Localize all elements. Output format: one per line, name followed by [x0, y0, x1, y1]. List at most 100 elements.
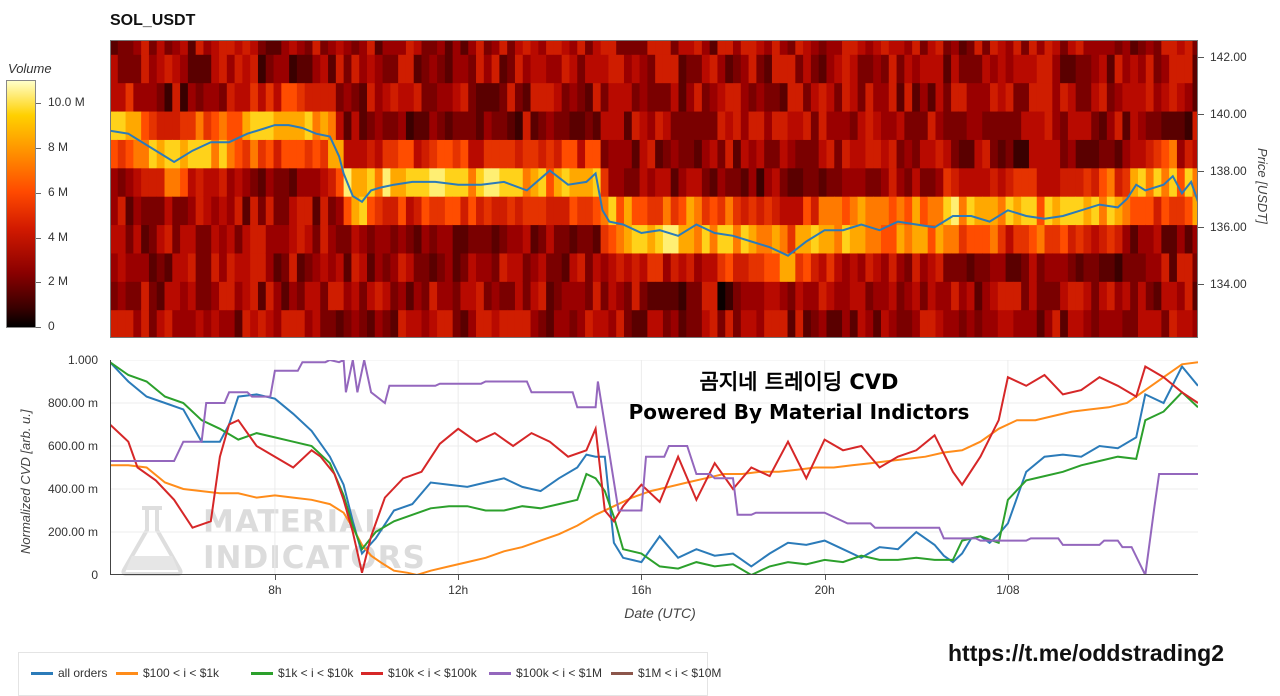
- heatmap-cell: [328, 252, 337, 282]
- heatmap-cell: [1013, 196, 1022, 226]
- heatmap-cell: [608, 54, 617, 84]
- heatmap-cell: [1184, 82, 1194, 112]
- heatmap-cell: [320, 82, 329, 112]
- heatmap-cell: [771, 40, 781, 55]
- heatmap-cell: [904, 40, 913, 55]
- legend-item[interactable]: $1k < i < $10k: [251, 666, 353, 680]
- heatmap-cell: [733, 309, 742, 338]
- heatmap-cell: [818, 281, 828, 311]
- chart-legend: all orders $100 < i < $1k $1k < i < $10k $1…: [18, 652, 721, 696]
- heatmap-cell: [756, 139, 765, 169]
- heatmap-plot[interactable]: [110, 40, 1198, 338]
- heatmap-cell: [1184, 54, 1194, 84]
- heatmap-cell: [1122, 252, 1131, 282]
- heatmap-cell: [273, 224, 282, 254]
- heatmap-cell: [725, 252, 734, 282]
- heatmap-cell: [974, 139, 983, 169]
- heatmap-cell: [927, 252, 937, 282]
- heatmap-cell: [990, 196, 999, 226]
- heatmap-cell: [195, 252, 205, 282]
- colorbar-tick: 0: [48, 319, 55, 333]
- heatmap-cell: [1184, 224, 1194, 254]
- legend-item[interactable]: $100k < i < $1M: [489, 666, 602, 680]
- heatmap-cell: [273, 54, 282, 84]
- heatmap-cell: [219, 309, 228, 338]
- heatmap-cell: [1192, 252, 1198, 282]
- heatmap-cell: [592, 224, 602, 254]
- price-tick-mark: [1198, 170, 1204, 172]
- heatmap-cell: [577, 252, 586, 282]
- heatmap-cell: [896, 139, 905, 169]
- heatmap-cell: [1122, 196, 1131, 226]
- heatmap-cell: [553, 82, 563, 112]
- heatmap-cell: [359, 196, 368, 226]
- heatmap-cell: [701, 252, 711, 282]
- heatmap-cell: [538, 196, 547, 226]
- heatmap-cell: [912, 309, 921, 338]
- heatmap-cell: [1013, 224, 1022, 254]
- heatmap-cell: [818, 139, 828, 169]
- heatmap-cell: [1052, 40, 1061, 55]
- heatmap-cell: [148, 281, 158, 311]
- heatmap-cell: [639, 82, 648, 112]
- colorbar-tick: 8 M: [48, 140, 69, 155]
- heatmap-cell: [1083, 281, 1092, 311]
- telegram-url[interactable]: https://t.me/oddstrading2: [948, 640, 1224, 666]
- heatmap-cell: [888, 110, 898, 140]
- cvd-series-line-3: [110, 364, 1198, 574]
- legend-item[interactable]: $100 < i < $1k: [116, 666, 219, 680]
- heatmap-cell: [655, 309, 664, 338]
- legend-item[interactable]: $1M < i < $10M: [611, 666, 721, 680]
- heatmap-cell: [865, 110, 874, 140]
- heatmap-cell: [733, 139, 742, 169]
- heatmap-cell: [265, 82, 275, 112]
- heatmap-cell: [476, 224, 485, 254]
- heatmap-cell: [328, 309, 337, 338]
- heatmap-cell: [281, 252, 290, 282]
- heatmap-cell: [164, 54, 173, 84]
- legend-item[interactable]: $10k < i < $100k: [361, 666, 477, 680]
- heatmap-cell: [701, 196, 711, 226]
- heatmap-cell: [701, 40, 711, 55]
- heatmap-cell: [1169, 82, 1178, 112]
- cvd-line-plot[interactable]: [110, 360, 1198, 575]
- legend-item[interactable]: all orders: [31, 666, 107, 680]
- heatmap-cell: [733, 82, 742, 112]
- heatmap-cell: [351, 281, 360, 311]
- heatmap-cell: [1114, 139, 1124, 169]
- heatmap-cell: [990, 82, 999, 112]
- heatmap-cell: [483, 281, 493, 311]
- heatmap-cell: [172, 252, 181, 282]
- heatmap-cell: [912, 110, 921, 140]
- heatmap-cell: [507, 82, 516, 112]
- heatmap-cell: [530, 40, 539, 55]
- heatmap-cell: [250, 224, 259, 254]
- heatmap-cell: [670, 167, 680, 197]
- heatmap-cell: [592, 82, 602, 112]
- heatmap-cell: [647, 281, 656, 311]
- heatmap-cell: [429, 82, 438, 112]
- heatmap-cell: [974, 167, 983, 197]
- watermark-line2: INDICATORS: [203, 540, 426, 576]
- heatmap-cell: [382, 196, 391, 226]
- heatmap-cell: [771, 110, 781, 140]
- heatmap-cell: [242, 54, 251, 84]
- heatmap-cell: [662, 167, 672, 197]
- heatmap-cell: [694, 54, 703, 84]
- heatmap-cell: [631, 82, 641, 112]
- heatmap-cell: [1091, 40, 1100, 55]
- heatmap-cell: [958, 139, 968, 169]
- heatmap-cell: [1021, 252, 1030, 282]
- heatmap-cell: [1114, 110, 1124, 140]
- heatmap-cell: [834, 309, 843, 338]
- heatmap-cell: [289, 309, 298, 338]
- heatmap-cell: [437, 224, 446, 254]
- heatmap-cell: [343, 224, 353, 254]
- heatmap-cell: [413, 252, 423, 282]
- heatmap-cell: [1028, 252, 1038, 282]
- heatmap-cell: [943, 252, 952, 282]
- heatmap-cell: [725, 281, 734, 311]
- heatmap-cell: [444, 82, 454, 112]
- heatmap-cell: [429, 309, 438, 338]
- heatmap-cell: [764, 196, 773, 226]
